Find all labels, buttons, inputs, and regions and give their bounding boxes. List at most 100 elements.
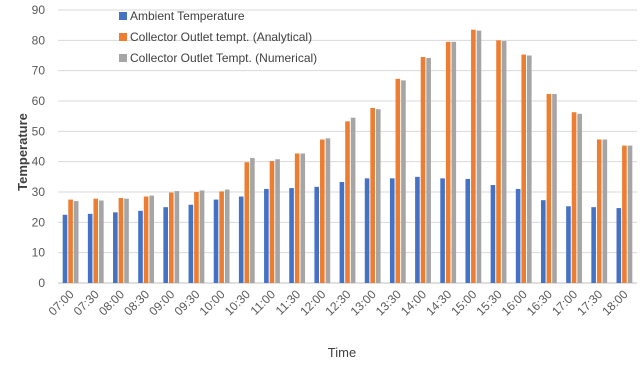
bar xyxy=(395,78,401,284)
bar xyxy=(401,80,406,283)
y-tick-label: 60 xyxy=(32,94,46,108)
bar xyxy=(62,214,68,283)
legend-swatch xyxy=(119,12,127,20)
bar xyxy=(622,145,627,283)
x-tick-label: 10:30 xyxy=(222,287,253,318)
bar xyxy=(546,94,552,283)
x-axis-title: Time xyxy=(328,345,356,360)
bar xyxy=(149,195,155,283)
y-tick-label: 0 xyxy=(38,276,45,290)
bar xyxy=(213,199,219,283)
bar xyxy=(415,176,420,283)
legend: Ambient Temperature Collector Outlet temp… xyxy=(119,9,317,65)
y-tick-label: 50 xyxy=(32,124,46,138)
x-tick-label: 07:30 xyxy=(71,287,102,318)
bar xyxy=(194,192,199,283)
bar xyxy=(113,212,118,283)
y-axis-ticks: 0 10 20 30 40 50 60 70 80 90 xyxy=(32,3,46,290)
bar xyxy=(199,190,205,283)
bar xyxy=(527,55,532,283)
bars xyxy=(62,29,633,284)
bar xyxy=(269,161,275,283)
y-tick-label: 70 xyxy=(32,64,46,78)
y-tick-label: 10 xyxy=(32,246,46,260)
x-tick-label: 09:00 xyxy=(146,287,177,318)
y-tick-label: 90 xyxy=(32,3,46,17)
bar xyxy=(596,139,602,283)
y-axis-title: Temperature xyxy=(15,113,30,191)
bar xyxy=(566,206,571,283)
x-axis-ticks: 07:0007:3008:0008:3009:0009:3010:0010:30… xyxy=(46,287,631,318)
bar xyxy=(250,158,255,283)
bar xyxy=(389,178,395,283)
bar xyxy=(138,210,143,283)
bar xyxy=(188,204,194,283)
x-tick-label: 12:00 xyxy=(297,287,328,318)
x-tick-label: 15:30 xyxy=(474,287,505,318)
bar xyxy=(264,188,269,283)
x-tick-label: 07:00 xyxy=(46,287,77,318)
bar xyxy=(289,188,294,283)
bar xyxy=(93,198,99,283)
bar xyxy=(364,178,370,283)
x-tick-label: 10:00 xyxy=(197,287,228,318)
bar xyxy=(552,94,557,283)
bar xyxy=(370,107,375,283)
bar xyxy=(325,138,331,283)
x-tick-label: 13:30 xyxy=(373,287,404,318)
bar xyxy=(314,186,320,283)
x-tick-label: 17:00 xyxy=(549,287,580,318)
bar xyxy=(440,178,445,283)
bar xyxy=(496,40,501,284)
bar xyxy=(163,207,168,283)
x-tick-label: 14:00 xyxy=(398,287,429,318)
bar xyxy=(577,113,582,284)
legend-label: Ambient Temperature xyxy=(130,9,245,23)
bar xyxy=(501,40,507,283)
legend-label: Collector Outlet tempt. (Analytical) xyxy=(130,30,312,44)
x-tick-label: 13:00 xyxy=(348,287,379,318)
bar xyxy=(445,41,451,283)
bar xyxy=(300,153,306,283)
bar xyxy=(238,196,244,283)
bar xyxy=(124,198,129,283)
legend-swatch xyxy=(119,54,127,62)
bar xyxy=(68,199,73,283)
legend-label: Collector Outlet Tempt. (Numerical) xyxy=(130,51,317,65)
bar xyxy=(174,191,180,283)
bar xyxy=(627,145,633,283)
bar xyxy=(616,208,622,283)
bar xyxy=(591,207,596,283)
bar xyxy=(476,30,482,284)
x-tick-label: 18:00 xyxy=(599,287,630,318)
bar xyxy=(602,139,608,283)
bar xyxy=(375,109,381,283)
bar xyxy=(143,196,149,283)
x-tick-label: 12:30 xyxy=(322,287,353,318)
bar xyxy=(426,57,431,283)
bar xyxy=(320,139,325,283)
bar xyxy=(540,200,546,283)
bar xyxy=(118,198,124,283)
bar xyxy=(521,54,527,284)
bar xyxy=(294,153,300,283)
bar xyxy=(87,213,93,283)
bar xyxy=(515,188,521,283)
bar xyxy=(244,162,250,283)
bar xyxy=(99,200,104,283)
x-tick-label: 14:30 xyxy=(423,287,454,318)
bar xyxy=(339,181,345,283)
bar xyxy=(350,117,356,283)
legend-swatch xyxy=(119,33,127,41)
bar xyxy=(465,178,471,283)
bar xyxy=(471,29,476,283)
bar xyxy=(345,121,350,283)
bar xyxy=(571,112,577,284)
bar xyxy=(275,159,280,283)
y-tick-label: 30 xyxy=(32,185,46,199)
x-tick-label: 08:30 xyxy=(121,287,152,318)
y-tick-label: 80 xyxy=(32,33,46,47)
x-tick-label: 16:00 xyxy=(499,287,530,318)
bar xyxy=(451,41,457,283)
